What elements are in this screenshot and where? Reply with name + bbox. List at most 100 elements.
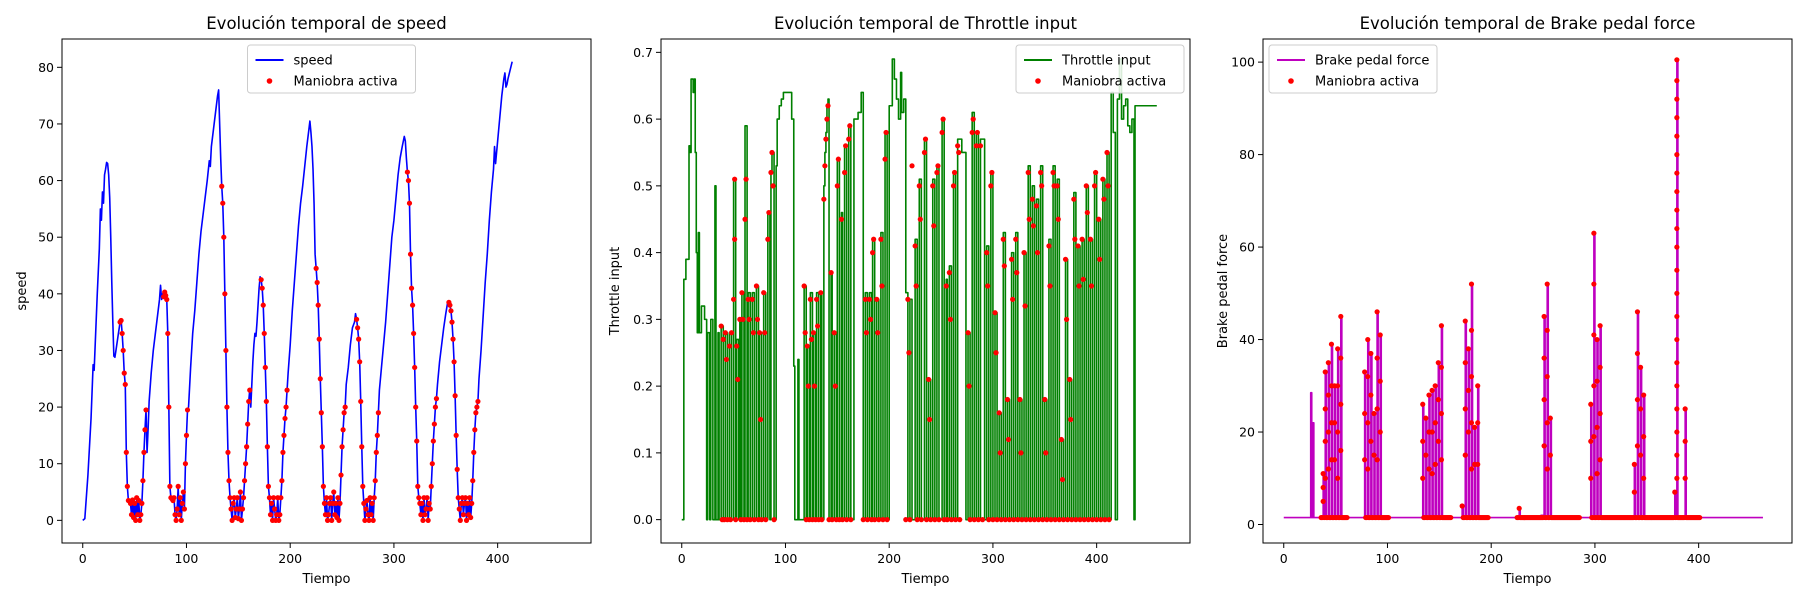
scatter-point <box>1025 169 1031 176</box>
scatter-point <box>1008 256 1015 262</box>
scatter-point <box>762 330 768 336</box>
scatter-point <box>241 478 248 484</box>
scatter-point <box>323 495 330 501</box>
scatter-point <box>1674 152 1680 158</box>
scatter-point <box>1010 296 1016 302</box>
scatter-point <box>1374 355 1380 361</box>
scatter-point <box>284 387 290 393</box>
y-tick-label: 80 <box>38 60 54 75</box>
scatter-point <box>1544 466 1550 472</box>
scatter-point <box>1674 207 1680 213</box>
scatter-point <box>732 176 738 182</box>
scatter-point <box>429 461 435 467</box>
scatter-point <box>1105 183 1111 189</box>
scatter-point <box>754 316 761 322</box>
y-tick-label: 30 <box>38 343 54 358</box>
scatter-point <box>843 143 849 149</box>
scatter-point <box>280 449 286 455</box>
scatter-point <box>263 398 269 405</box>
scatter-point <box>1674 267 1680 273</box>
scatter-point <box>1325 360 1331 366</box>
scatter-point <box>181 506 187 512</box>
scatter-point <box>224 404 230 410</box>
scatter-point <box>728 330 735 336</box>
legend-entry-label: Maniobra activa <box>294 75 398 90</box>
scatter-point <box>227 495 233 501</box>
scatter-point <box>1541 313 1547 320</box>
scatter-point <box>425 517 431 523</box>
scatter-point <box>281 432 287 438</box>
scatter-point <box>1674 78 1680 84</box>
scatter-point <box>1541 355 1547 361</box>
scatter-point <box>1637 364 1644 370</box>
scatter-point <box>230 500 236 506</box>
y-tick-label: 70 <box>38 116 54 131</box>
scatter-point <box>1591 281 1597 287</box>
scatter-point <box>943 283 949 289</box>
scatter-point <box>1597 323 1603 329</box>
scatter-point <box>874 296 880 302</box>
scatter-point <box>1018 450 1024 456</box>
scatter-point <box>905 296 911 302</box>
scatter-point <box>123 449 129 455</box>
scatter-point <box>1072 236 1078 242</box>
scatter-point <box>1674 429 1680 435</box>
scatter-point <box>876 517 882 523</box>
scatter-point <box>260 302 266 308</box>
scatter-point <box>918 517 924 523</box>
scatter-point <box>143 407 149 413</box>
scatter-point <box>1338 401 1344 407</box>
scatter-point <box>1374 406 1380 412</box>
scatter-point <box>718 323 724 329</box>
y-tick-label: 0.5 <box>633 178 653 193</box>
scatter-point <box>1432 461 1438 467</box>
scatter-point <box>952 517 959 523</box>
scatter-point <box>1322 475 1328 481</box>
scatter-point <box>990 517 996 523</box>
scatter-point <box>363 506 369 512</box>
scatter-point <box>1682 475 1688 481</box>
scatter-point <box>138 512 144 518</box>
scatter-point <box>1013 236 1019 242</box>
scatter-point <box>734 343 740 349</box>
scatter-point <box>338 472 344 478</box>
scatter-point <box>1429 387 1435 394</box>
scatter-point <box>749 296 755 302</box>
scatter-point <box>934 169 940 176</box>
scatter-point <box>175 483 181 489</box>
scatter-point <box>220 200 226 206</box>
scatter-point <box>119 330 125 337</box>
legend-marker-swatch <box>1288 78 1294 84</box>
scatter-point <box>1475 461 1481 467</box>
scatter-point <box>122 381 128 388</box>
legend: speed Maniobra activa <box>247 44 416 94</box>
scatter-point <box>1591 434 1597 440</box>
scatter-point <box>957 517 963 523</box>
scatter-point <box>1320 471 1326 477</box>
scatter-point <box>1331 457 1338 463</box>
legend-entry-label: Brake pedal force <box>1315 54 1429 69</box>
scatter-point <box>841 169 848 176</box>
scatter-point <box>221 234 227 240</box>
scatter-point <box>1035 517 1042 523</box>
scatter-point <box>1541 397 1547 403</box>
scatter-point <box>240 495 247 501</box>
scatter-point <box>974 129 980 136</box>
scatter-point <box>1011 517 1017 523</box>
chart-panel: 0 100 200 300 400 0 20 40 60 80 100 Evolución tempo… <box>1216 14 1793 587</box>
series-line <box>82 61 513 522</box>
scatter-point <box>408 285 415 291</box>
scatter-point <box>373 449 379 455</box>
scatter-point <box>1465 387 1471 394</box>
scatter-point <box>226 478 232 484</box>
scatter-point <box>1377 429 1383 435</box>
scatter-point <box>433 396 440 402</box>
scatter-point <box>1023 517 1029 523</box>
scatter-point <box>222 291 228 297</box>
scatter-point <box>1597 364 1603 370</box>
scatter-point <box>1674 57 1680 63</box>
scatter-point <box>1462 406 1468 412</box>
scatter-point <box>1465 346 1471 352</box>
scatter-point <box>462 495 469 501</box>
scatter-point <box>992 310 998 316</box>
